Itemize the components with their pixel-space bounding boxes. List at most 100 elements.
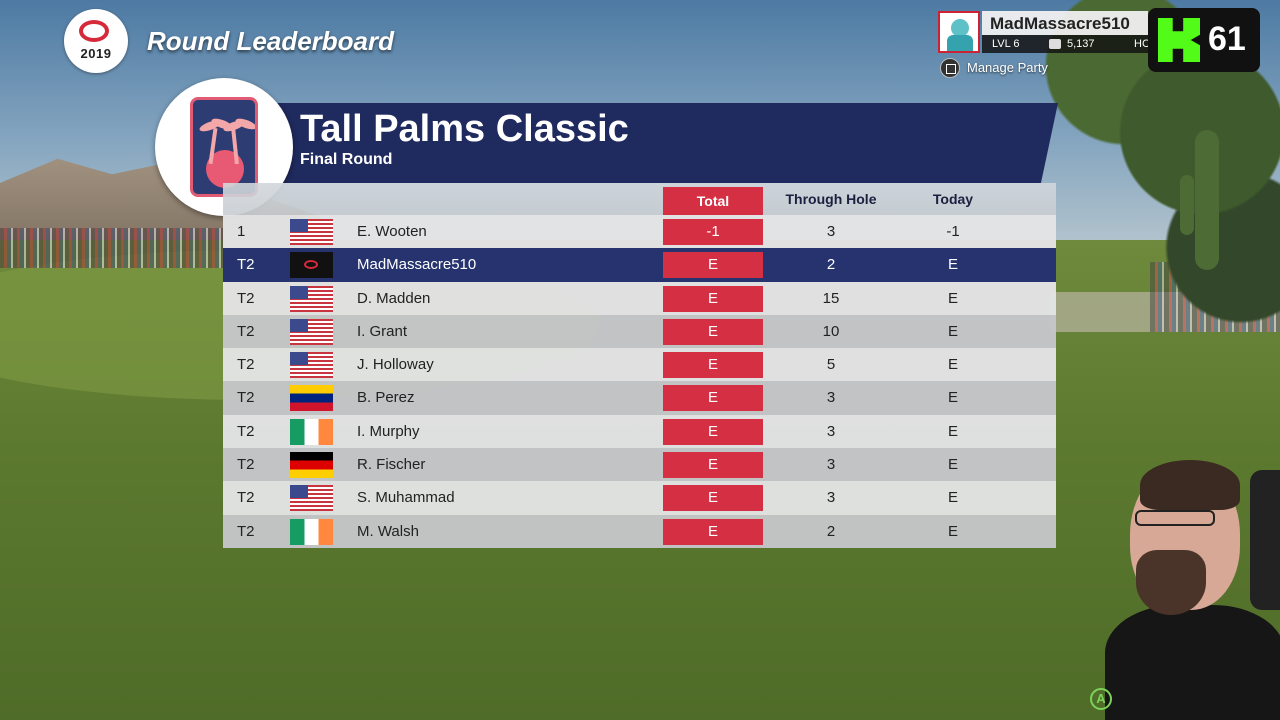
row-total: E bbox=[663, 252, 763, 279]
row-player-name: S. Muhammad bbox=[357, 489, 455, 507]
logo-ring-icon bbox=[79, 20, 109, 42]
event-round: Final Round bbox=[300, 151, 393, 168]
flag-us-icon bbox=[290, 485, 333, 512]
row-position: T2 bbox=[237, 322, 255, 340]
event-banner bbox=[205, 103, 1058, 183]
webcam-person-beard bbox=[1136, 550, 1206, 615]
coin-icon bbox=[1049, 39, 1061, 49]
row-through-hole: 15 bbox=[822, 289, 840, 307]
row-player-name: M. Walsh bbox=[357, 522, 419, 540]
row-position: T2 bbox=[237, 422, 255, 440]
row-position: T2 bbox=[237, 256, 255, 274]
view-button-icon bbox=[940, 58, 960, 78]
kick-logo-icon bbox=[1158, 18, 1200, 62]
row-position: T2 bbox=[237, 456, 255, 474]
game-logo: 2019 bbox=[64, 9, 128, 73]
row-total: E bbox=[663, 285, 763, 312]
row-through-hole: 3 bbox=[826, 389, 836, 407]
row-total: E bbox=[663, 352, 763, 379]
row-through-hole: 3 bbox=[826, 456, 836, 474]
table-header: Total Through Hole Today bbox=[223, 183, 1056, 215]
row-position: T2 bbox=[237, 389, 255, 407]
table-row[interactable]: T2 J. Holloway E 5 E bbox=[223, 348, 1056, 382]
row-player-name: R. Fischer bbox=[357, 456, 426, 474]
player-profile-card[interactable]: MadMassacre510 LVL 6 5,137 HC bbox=[938, 11, 1150, 55]
table-row[interactable]: T2 R. Fischer E 3 E bbox=[223, 448, 1056, 482]
webcam-person-body bbox=[1105, 605, 1280, 720]
row-player-name: I. Murphy bbox=[357, 422, 420, 440]
table-row[interactable]: T2 I. Murphy E 3 E bbox=[223, 414, 1056, 449]
avatar bbox=[938, 11, 980, 53]
row-through-hole: 2 bbox=[826, 522, 836, 540]
palm-tree-emblem-icon bbox=[190, 97, 258, 197]
table-row[interactable]: T2 B. Perez E 3 E bbox=[223, 381, 1056, 415]
webcam-chair bbox=[1250, 470, 1280, 610]
profile-name: MadMassacre510 bbox=[990, 14, 1130, 33]
row-player-name: D. Madden bbox=[357, 289, 431, 307]
row-today: E bbox=[947, 422, 958, 440]
row-position: T2 bbox=[237, 356, 255, 374]
flag-ve-icon bbox=[290, 385, 333, 412]
row-through-hole: 10 bbox=[822, 322, 840, 340]
row-through-hole: 3 bbox=[826, 489, 836, 507]
header-today: Today bbox=[932, 191, 974, 207]
logo-year: 2019 bbox=[80, 46, 112, 61]
leaderboard-rows: 1 E. Wooten -1 3 -1 T2 MadMassacre510 E 2 E T2 D. M… bbox=[223, 215, 1056, 548]
row-position: T2 bbox=[237, 489, 255, 507]
flag-ie-icon bbox=[290, 518, 333, 545]
stream-viewer-badge: 61 bbox=[1148, 8, 1260, 72]
table-row[interactable]: T2 D. Madden E 15 E bbox=[223, 281, 1056, 315]
webcam-person-glasses bbox=[1135, 510, 1215, 526]
header-through-hole: Through Hole bbox=[785, 191, 877, 207]
table-row[interactable]: T2 S. Muhammad E 3 E bbox=[223, 481, 1056, 515]
row-today: E bbox=[947, 356, 958, 374]
a-button-icon[interactable]: A bbox=[1090, 688, 1112, 710]
event-name: Tall Palms Classic bbox=[300, 108, 629, 150]
handicap-label: HC bbox=[1134, 38, 1150, 50]
row-total: E bbox=[663, 318, 763, 345]
row-today: E bbox=[947, 322, 958, 340]
row-total: E bbox=[663, 518, 763, 545]
row-total: E bbox=[663, 485, 763, 512]
avatar-body bbox=[947, 35, 973, 51]
crowd-left bbox=[0, 228, 225, 268]
table-row[interactable]: T2 MadMassacre510 E 2 E bbox=[223, 248, 1056, 282]
leaderboard-table: Total Through Hole Today 1 E. Wooten -1 3 -1… bbox=[223, 183, 1056, 548]
flag-us-icon bbox=[290, 318, 333, 345]
header-total: Total bbox=[663, 187, 763, 215]
profile-name-bar: MadMassacre510 bbox=[982, 11, 1148, 35]
table-row[interactable]: T2 I. Grant E 10 E bbox=[223, 314, 1056, 349]
palm-frond bbox=[234, 116, 255, 132]
flag-de-icon bbox=[290, 452, 333, 479]
row-total: E bbox=[663, 452, 763, 479]
coin-balance: 5,137 bbox=[1067, 38, 1095, 50]
row-today: E bbox=[947, 256, 958, 274]
screen-title: Round Leaderboard bbox=[147, 26, 395, 56]
row-through-hole: 2 bbox=[826, 256, 836, 274]
table-row[interactable]: T2 M. Walsh E 2 E bbox=[223, 514, 1056, 548]
row-player-name: MadMassacre510 bbox=[357, 256, 477, 274]
row-total: E bbox=[663, 385, 763, 412]
row-total: -1 bbox=[663, 219, 763, 245]
row-today: E bbox=[947, 489, 958, 507]
row-player-name: E. Wooten bbox=[357, 223, 427, 240]
row-today: E bbox=[947, 522, 958, 540]
flag-us-icon bbox=[290, 219, 333, 245]
row-player-name: J. Holloway bbox=[357, 356, 434, 374]
flag-ie-icon bbox=[290, 418, 333, 445]
row-today: -1 bbox=[946, 223, 960, 240]
viewer-count: 61 bbox=[1208, 20, 1246, 58]
webcam-person-hair bbox=[1140, 460, 1240, 510]
webcam-overlay bbox=[1100, 455, 1280, 720]
cactus bbox=[1195, 130, 1219, 270]
row-player-name: B. Perez bbox=[357, 389, 415, 407]
row-through-hole: 5 bbox=[826, 356, 836, 374]
table-row[interactable]: 1 E. Wooten -1 3 -1 bbox=[223, 215, 1056, 249]
flag-us-icon bbox=[290, 352, 333, 379]
profile-stats-bar: LVL 6 5,137 HC bbox=[982, 35, 1150, 53]
flag-us-icon bbox=[290, 285, 333, 312]
row-position: 1 bbox=[237, 223, 246, 240]
row-through-hole: 3 bbox=[826, 422, 836, 440]
row-today: E bbox=[947, 456, 958, 474]
row-today: E bbox=[947, 289, 958, 307]
